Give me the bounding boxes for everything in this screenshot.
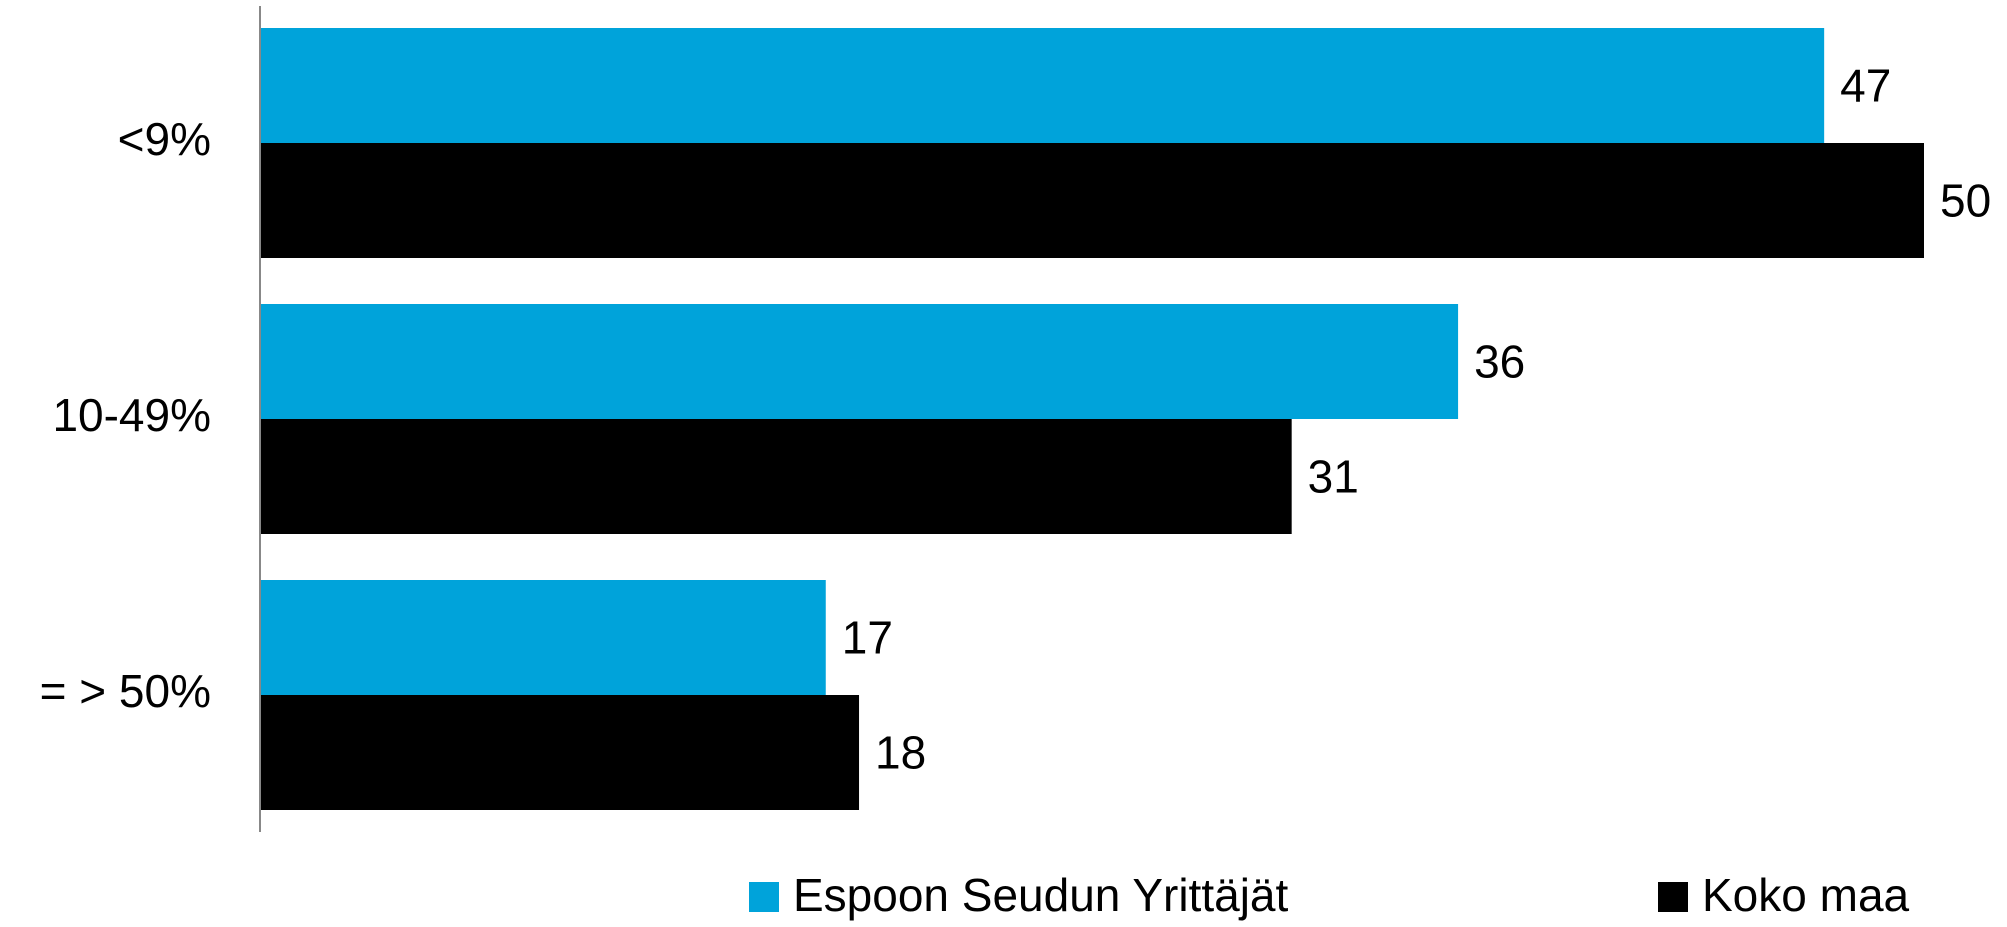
value-label: 17 [842,612,893,664]
legend-swatch [1658,882,1688,912]
value-label: 50 [1940,175,1991,227]
bar [260,28,1825,143]
value-label: 36 [1474,336,1525,388]
legend-label: Espoon Seudun Yrittäjät [793,869,1289,921]
bar [260,143,1924,258]
legend-label: Koko maa [1702,869,1910,921]
y-tick-label: <9% [118,113,211,165]
bar [260,419,1292,534]
value-label: 18 [875,727,926,779]
value-label: 47 [1840,60,1891,112]
bar [260,695,860,810]
y-tick-label: 10-49% [52,389,211,441]
legend-swatch [749,882,779,912]
value-label: 31 [1308,451,1359,503]
y-tick-label: = > 50% [40,665,211,717]
bar [260,580,826,695]
bar [260,304,1459,419]
